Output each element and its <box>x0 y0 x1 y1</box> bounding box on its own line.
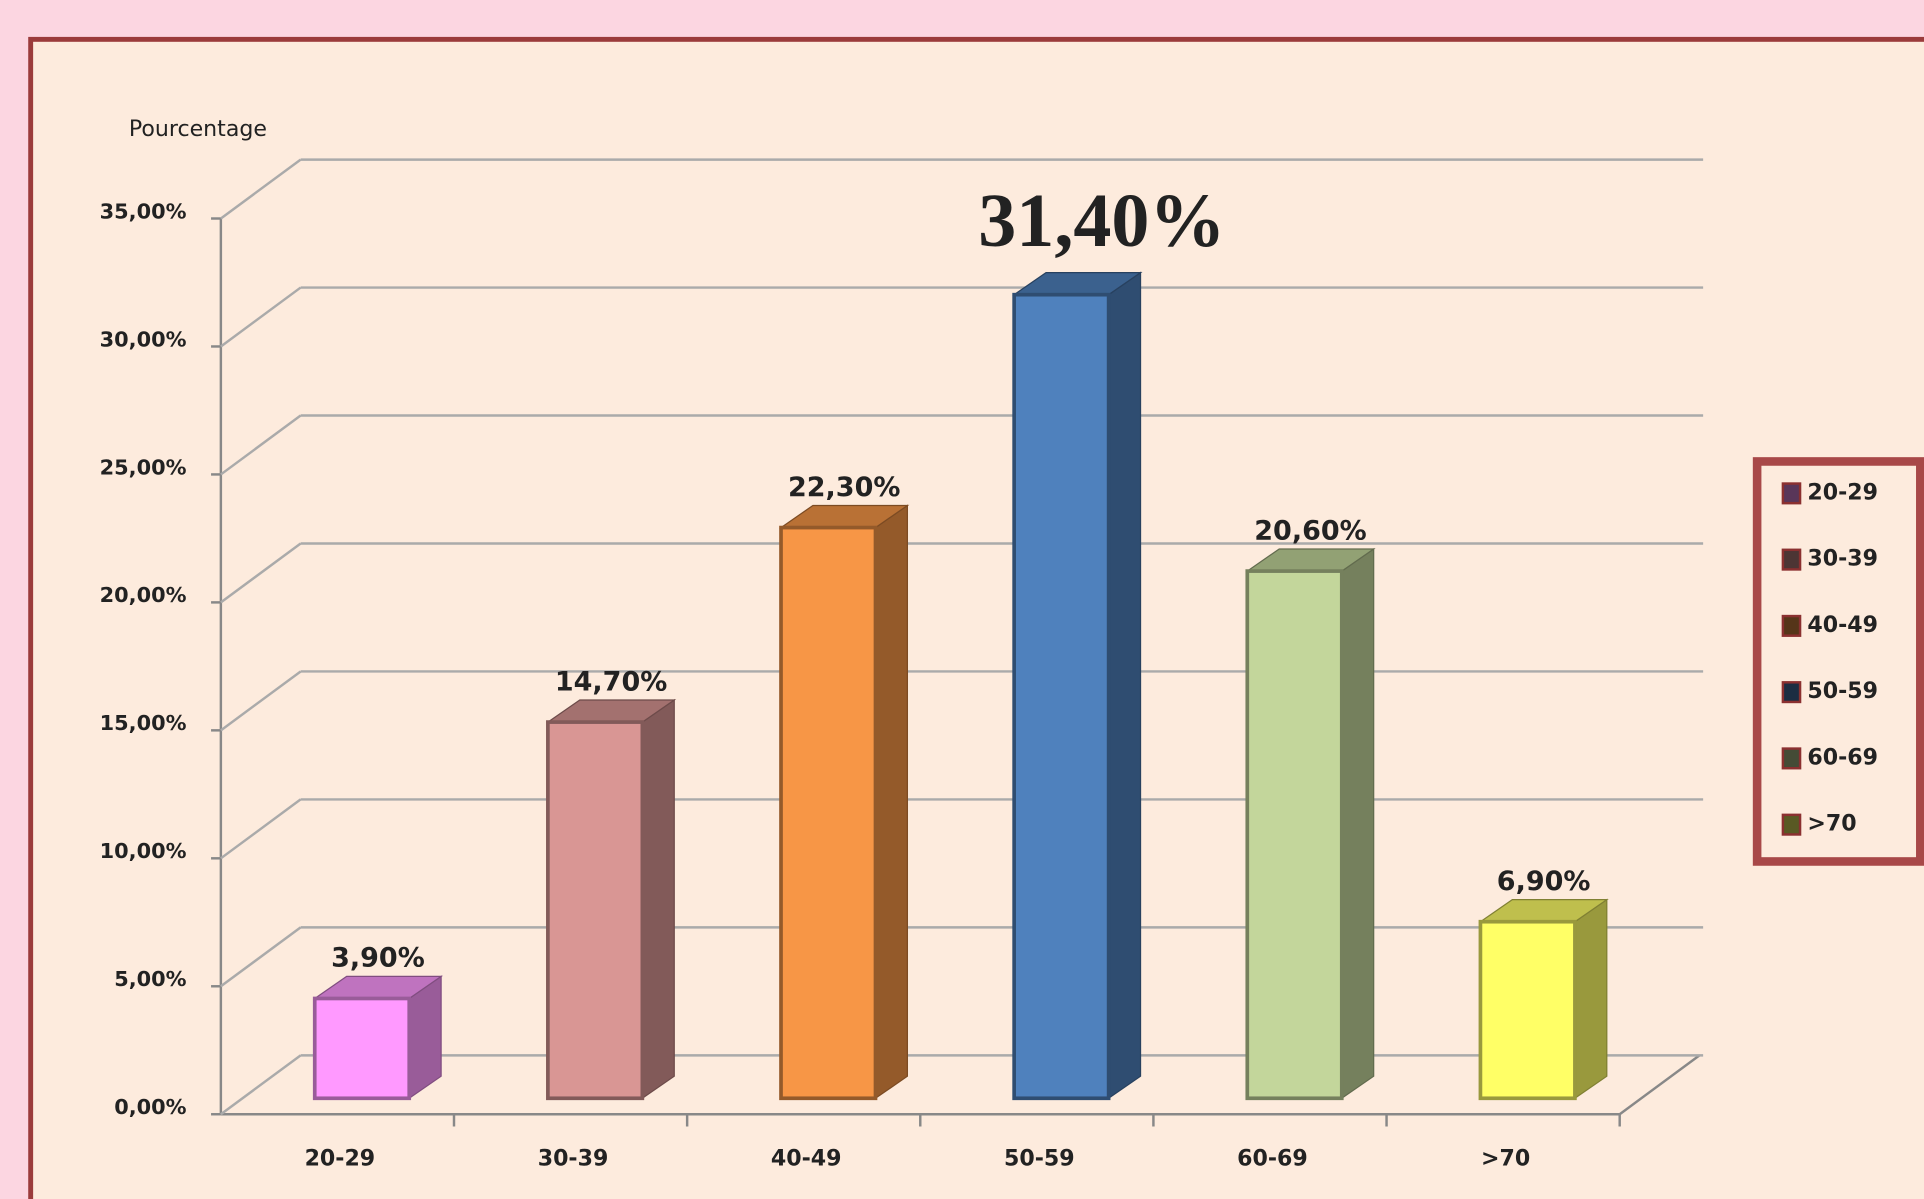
legend-label: 40-49 <box>1807 613 1878 638</box>
value-label: 3,90% <box>331 943 425 974</box>
grid-line <box>220 1054 302 1116</box>
bar <box>1012 292 1111 1101</box>
value-label: 14,70% <box>555 666 667 697</box>
legend <box>1752 457 1924 866</box>
y-tick-label: 30,00% <box>100 327 187 351</box>
grid-line <box>220 798 302 860</box>
legend-label: 30-39 <box>1807 547 1878 572</box>
legend-swatch <box>1781 548 1802 571</box>
value-label: 6,90% <box>1497 866 1591 897</box>
x-tick-label: 40-49 <box>771 1147 842 1172</box>
grid-line <box>220 158 302 220</box>
bar-side <box>1341 547 1375 1100</box>
bar <box>779 525 878 1101</box>
legend-swatch <box>1781 747 1802 770</box>
legend-label: >70 <box>1807 812 1856 837</box>
grid-line <box>220 286 302 348</box>
bar <box>312 996 412 1101</box>
bar <box>1478 919 1577 1101</box>
grid-line <box>220 542 302 604</box>
y-tick-label: 5,00% <box>114 967 186 991</box>
bar <box>1245 569 1344 1101</box>
legend-swatch <box>1781 813 1802 836</box>
x-tick-label: 50-59 <box>1004 1147 1075 1172</box>
bar <box>546 720 645 1101</box>
y-tick-label: 35,00% <box>100 199 187 223</box>
x-tick-label: 20-29 <box>305 1147 376 1172</box>
x-tick-label: 30-39 <box>538 1147 609 1172</box>
y-axis-title: Pourcentage <box>129 117 267 142</box>
y-tick-label: 0,00% <box>114 1095 186 1119</box>
grid-line <box>220 670 302 732</box>
legend-swatch <box>1781 681 1802 704</box>
y-tick-label: 10,00% <box>100 839 187 863</box>
floor-line <box>1618 1054 1701 1116</box>
x-tick-label: >70 <box>1481 1147 1530 1172</box>
y-tick-label: 15,00% <box>100 711 187 735</box>
x-tick-label: 60-69 <box>1237 1147 1308 1172</box>
grid-line <box>220 414 302 476</box>
legend-label: 50-59 <box>1807 679 1878 704</box>
bar-side <box>1574 898 1608 1100</box>
value-label: 31,40% <box>978 179 1225 263</box>
grid-line <box>220 926 302 988</box>
y-tick-label: 25,00% <box>100 455 187 479</box>
legend-swatch <box>1781 614 1802 637</box>
bar-side <box>1108 271 1142 1100</box>
y-tick-label: 20,00% <box>100 583 187 607</box>
legend-label: 60-69 <box>1807 745 1878 770</box>
legend-label: 20-29 <box>1807 480 1878 505</box>
legend-swatch <box>1781 482 1802 505</box>
bar-side <box>641 698 675 1100</box>
value-label: 20,60% <box>1254 515 1366 546</box>
bar-side <box>874 504 909 1100</box>
value-label: 22,30% <box>788 472 900 503</box>
